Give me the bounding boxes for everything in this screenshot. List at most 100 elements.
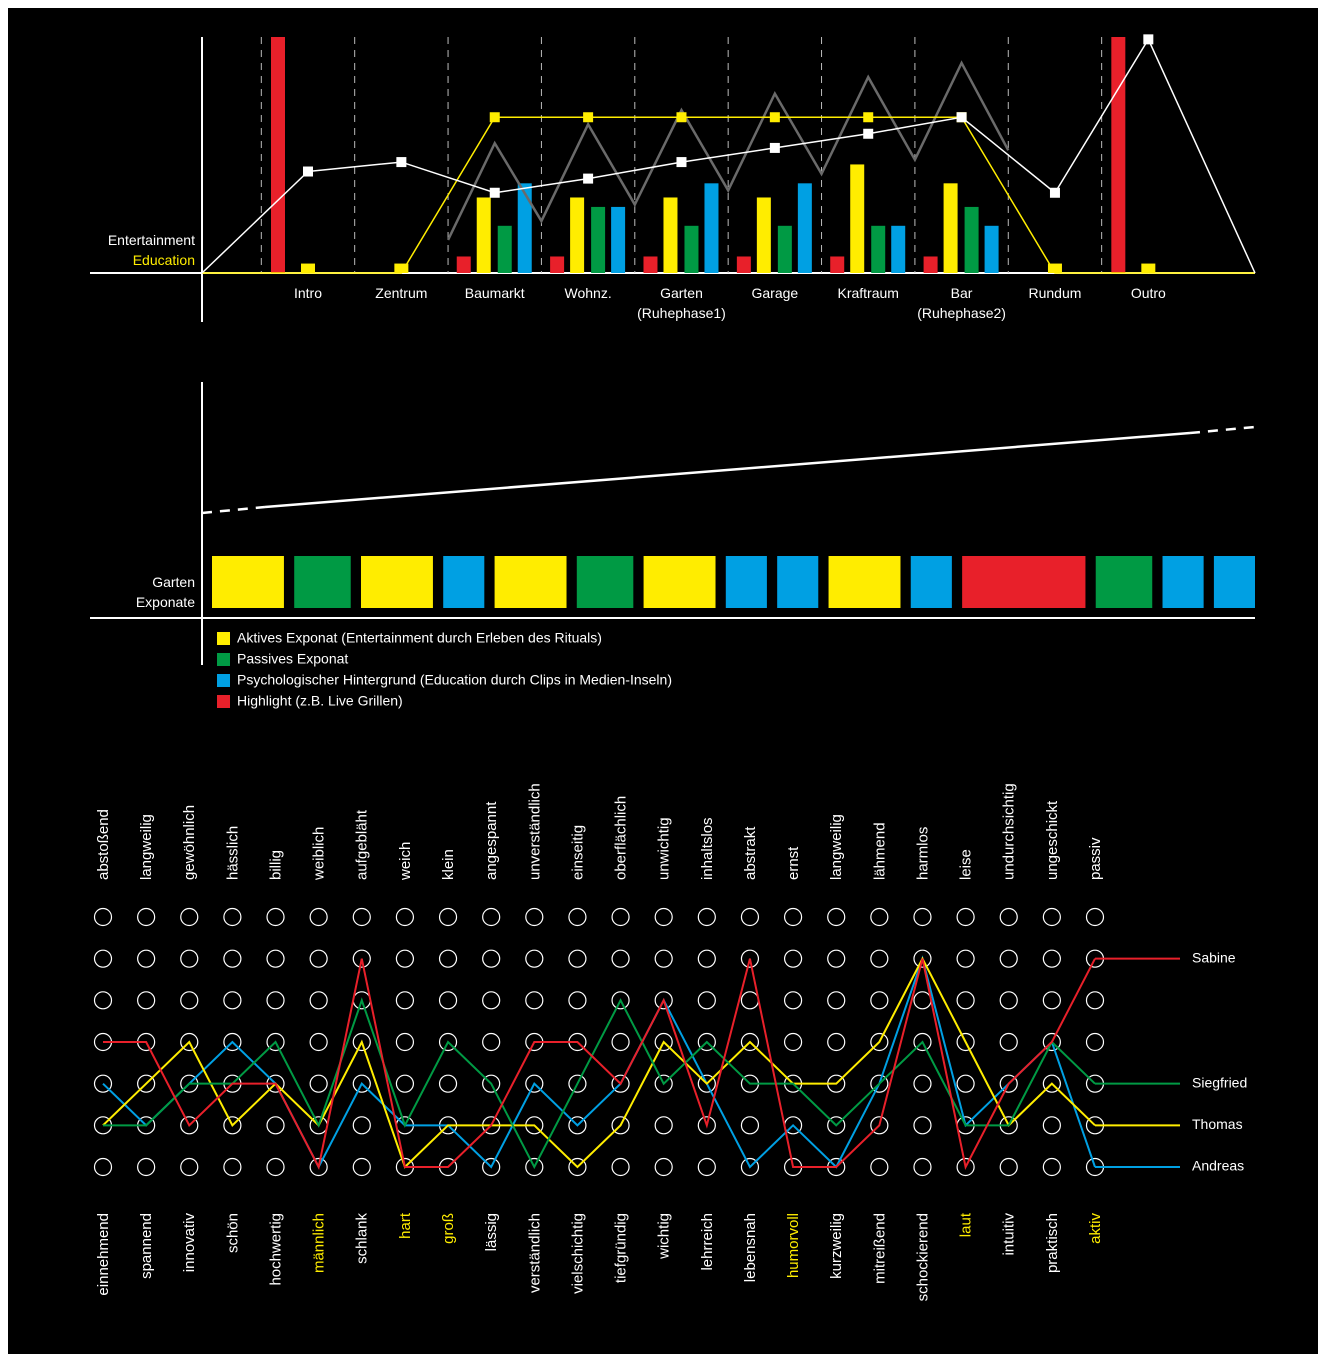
x-tick-label: Bar (Ruhephase2) <box>917 285 1006 321</box>
scale-point <box>654 991 673 1010</box>
scale-point <box>180 1032 199 1052</box>
scale-point <box>482 1157 501 1177</box>
scale-point <box>697 1032 716 1052</box>
bar <box>570 197 585 273</box>
scale-point <box>352 949 371 968</box>
block <box>212 556 284 608</box>
scale-point <box>1085 1032 1105 1052</box>
scale-point <box>783 949 803 968</box>
top-label: harmlos <box>914 827 931 880</box>
scale-point <box>654 1157 673 1177</box>
block <box>361 556 433 608</box>
bottom-label: männlich <box>311 1213 328 1273</box>
block <box>1162 556 1204 608</box>
block <box>962 556 1086 608</box>
top-label: leise <box>958 849 975 880</box>
series-label: Sabine <box>1192 949 1236 965</box>
scale-point <box>93 991 113 1010</box>
block <box>725 556 767 608</box>
top-label: gewöhnlich <box>181 805 198 880</box>
top-label: ungeschickt <box>1044 800 1061 880</box>
scale-point <box>266 1032 285 1052</box>
top-label: passiv <box>1087 837 1104 880</box>
scale-point <box>740 907 760 927</box>
scale-point <box>568 949 587 968</box>
bar <box>643 256 658 273</box>
scale-point <box>223 949 242 968</box>
scale-point <box>654 1032 673 1052</box>
line-connector <box>201 170 309 274</box>
scale-point <box>395 1074 415 1093</box>
x-tick-label: Baumarkt <box>464 285 525 301</box>
scale-point <box>611 907 630 927</box>
scale-point <box>438 1074 458 1093</box>
scale-point <box>740 1032 760 1052</box>
bar <box>1047 263 1062 273</box>
bottom-label: lässig <box>483 1213 500 1251</box>
top-label: abstrakt <box>742 826 759 880</box>
scale-point <box>223 1157 242 1177</box>
bar <box>517 183 532 273</box>
legend-label: Aktives Exponat (Entertainment durch Erl… <box>237 630 602 646</box>
scale-point <box>137 949 156 968</box>
scale-point <box>93 949 113 968</box>
bottom-label: intuitiv <box>1001 1213 1018 1256</box>
scale-point <box>525 991 544 1010</box>
block <box>443 556 485 608</box>
scale-point <box>395 907 415 927</box>
scale-point <box>525 907 544 927</box>
scale-point <box>913 1116 932 1135</box>
bottom-label: tiefgründig <box>613 1213 630 1283</box>
scale-point <box>482 907 501 927</box>
bottom-label: humorvoll <box>785 1213 802 1278</box>
series-label: Siegfried <box>1192 1074 1247 1090</box>
scale-point <box>740 949 760 968</box>
series-label: Thomas <box>1192 1116 1243 1132</box>
scale-point <box>309 949 328 968</box>
scale-point <box>438 907 458 927</box>
top-label: langweilig <box>828 814 845 880</box>
marker <box>1143 34 1154 45</box>
scale-point <box>827 949 846 968</box>
scale-point <box>568 1074 587 1093</box>
top-label: abstoßend <box>95 809 112 880</box>
scale-point <box>654 949 673 968</box>
x-tick-label: Intro <box>293 285 322 301</box>
scale-point <box>697 907 716 927</box>
bottom-label: innovativ <box>181 1213 198 1273</box>
block <box>777 556 819 608</box>
top-label: billig <box>267 850 284 880</box>
scale-point <box>999 1074 1018 1093</box>
bar <box>1141 263 1156 273</box>
scale-point <box>697 991 716 1010</box>
bar <box>923 256 938 273</box>
bottom-label: verständlich <box>526 1213 543 1293</box>
bar <box>984 225 999 273</box>
scale-point <box>870 991 889 1010</box>
top-label: langweilig <box>138 814 155 880</box>
scale-point <box>913 949 932 968</box>
legend-swatch <box>217 674 230 687</box>
line-connector <box>1147 39 1256 274</box>
scale-point <box>999 949 1018 968</box>
marker <box>676 157 687 168</box>
bottom-label: vielschichtig <box>569 1213 586 1294</box>
bar <box>497 225 512 273</box>
scale-point <box>180 991 199 1010</box>
bottom-label: lebensnah <box>742 1213 759 1282</box>
scale-point <box>352 1074 371 1093</box>
scale-point <box>740 1116 760 1135</box>
line <box>308 116 1149 274</box>
bottom-label: schön <box>224 1213 241 1253</box>
scale-point <box>956 907 975 927</box>
marker <box>489 187 500 198</box>
bar <box>797 183 812 273</box>
scale-point <box>1042 1116 1061 1135</box>
bar <box>550 256 565 273</box>
marker <box>956 112 967 123</box>
scale-point <box>913 1157 932 1177</box>
scale-point <box>482 991 501 1010</box>
bar <box>394 263 409 273</box>
legend-label: Passives Exponat <box>237 651 348 667</box>
